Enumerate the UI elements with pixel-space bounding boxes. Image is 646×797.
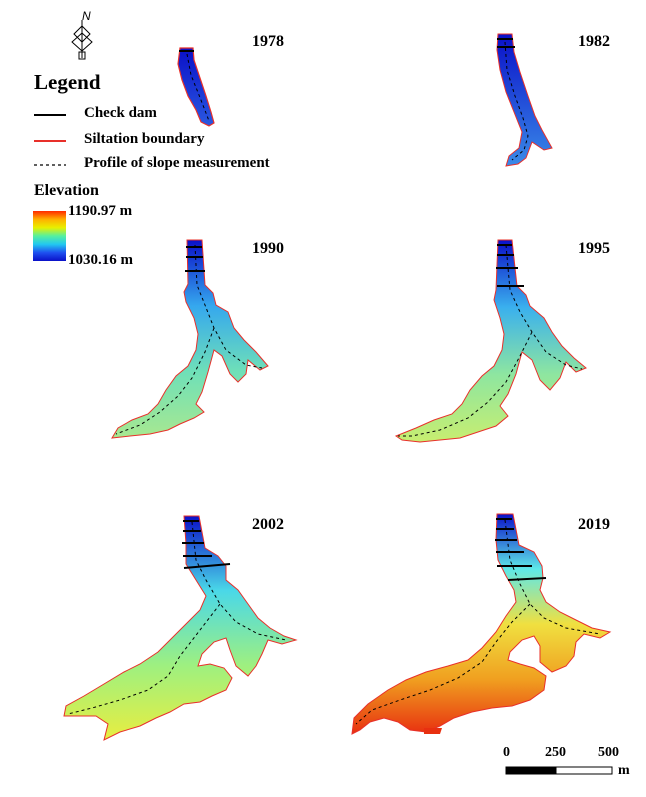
panel-1990	[111, 239, 269, 439]
slope-profile-2019-branch	[355, 603, 531, 725]
check-dam-2002-5	[183, 563, 231, 569]
scale-tick-500: 500	[598, 745, 619, 760]
scale-bar	[505, 766, 613, 775]
legend-label-siltation-boundary: Siltation boundary	[84, 131, 205, 147]
north-arrow-base	[78, 51, 86, 60]
scale-tick-0: 0	[503, 745, 510, 760]
year-label-1978: 1978	[252, 33, 284, 50]
slope-profile-1990-branch	[115, 327, 215, 435]
slope-profile-1995-branch	[398, 331, 533, 437]
siltation-area-1990	[111, 239, 269, 439]
scale-bar-segment-white	[555, 766, 613, 775]
north-arrow-icon: N	[71, 9, 93, 60]
year-label-1990: 1990	[252, 240, 284, 257]
elevation-max-label: 1190.97 m	[68, 203, 133, 219]
panel-1982	[496, 33, 553, 167]
slope-profile-1982	[504, 41, 529, 161]
scale-bar-segment-black	[505, 766, 557, 775]
panel-1995	[394, 239, 587, 443]
check-dam-2019-6	[507, 577, 547, 581]
north-letter: N	[82, 9, 91, 23]
panel-1978	[177, 47, 215, 127]
year-label-1982: 1982	[578, 33, 610, 50]
slope-profile-2002-branch	[67, 603, 221, 715]
slope-profile-1978	[186, 53, 210, 122]
panel-2019	[351, 513, 612, 735]
legend-symbols	[34, 114, 66, 166]
legend-label-profile: Profile of slope measurement	[84, 155, 270, 171]
scale-unit: m	[618, 763, 630, 778]
scale-tick-250: 250	[545, 745, 566, 760]
elevation-title: Elevation	[34, 182, 99, 199]
legend-title: Legend	[34, 70, 101, 94]
year-label-1995: 1995	[578, 240, 610, 257]
siltation-hotspot-2019	[424, 728, 442, 734]
slope-profile-2019	[504, 519, 601, 635]
year-label-2019: 2019	[578, 516, 610, 533]
elevation-color-ramp	[33, 211, 66, 261]
siltation-area-1982	[496, 33, 553, 167]
siltation-area-2002	[63, 515, 298, 741]
legend-label-check-dam: Check dam	[84, 105, 157, 121]
north-arrow-head-upper	[73, 25, 91, 43]
panel-2002	[63, 515, 298, 741]
north-arrow-head-lower	[71, 32, 93, 52]
siltation-area-1995	[394, 239, 587, 443]
siltation-area-2019	[351, 513, 612, 735]
siltation-area-1978	[177, 47, 215, 127]
elevation-min-label: 1030.16 m	[68, 252, 133, 268]
year-label-2002: 2002	[252, 516, 284, 533]
slope-profile-2002	[191, 521, 287, 641]
